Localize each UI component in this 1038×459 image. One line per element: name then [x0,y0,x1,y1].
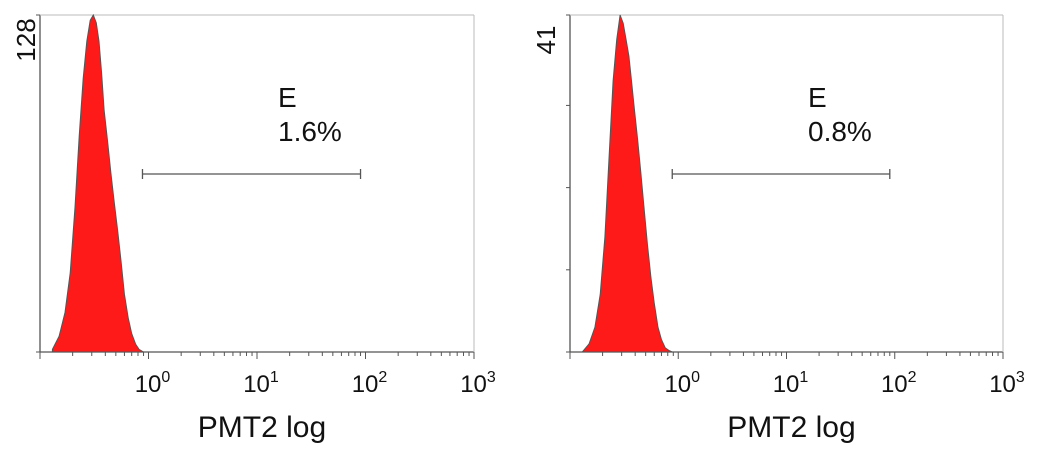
gate-label: E [278,82,297,113]
x-tick-label: 102 [352,369,388,398]
y-max-label: 128 [11,18,41,61]
x-tick-label: 103 [460,369,496,398]
x-tick-label: 100 [664,369,700,398]
y-max-label: 41 [531,26,561,55]
x-tick-label: 100 [135,369,171,398]
histogram-area [581,14,673,353]
gate-percent: 0.8% [808,116,872,147]
x-axis-label: PMT2 log [727,411,855,444]
histogram-panel-1: 128 100 101 102 103 PMT2 log E1.6% [11,13,496,444]
x-tick-label: 102 [881,369,917,398]
x-tick-label: 101 [773,369,809,398]
x-axis-label: PMT2 log [198,411,326,444]
histogram-panel-2: 41 100 101 102 103 PMT2 log E0.8% [531,14,1025,444]
x-tick-label: 101 [243,369,279,398]
histogram-area [51,13,146,353]
gate-percent: 1.6% [278,116,342,147]
gate-label: E [808,82,827,113]
x-tick-label: 103 [989,369,1025,398]
